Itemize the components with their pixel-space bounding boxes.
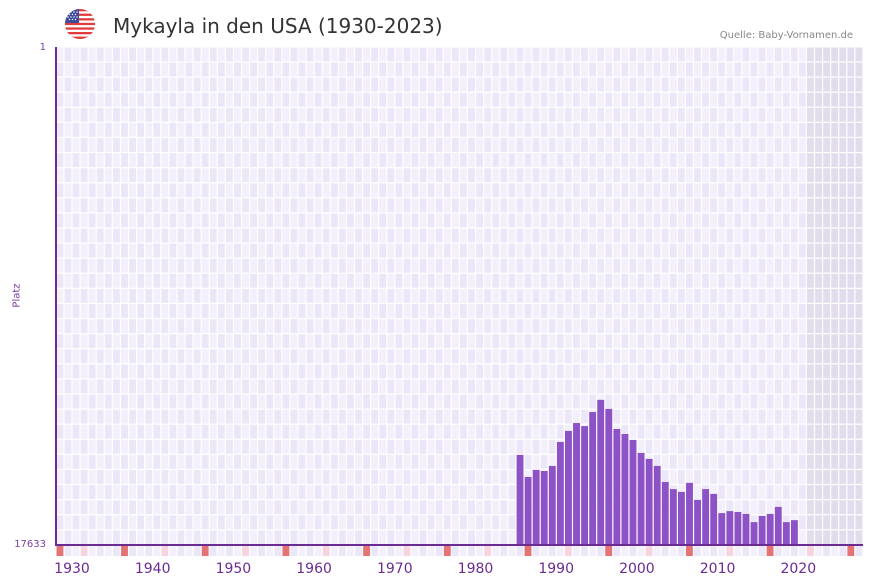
bar-2012[interactable]: [718, 513, 726, 545]
bar-2005[interactable]: [661, 482, 669, 545]
bar-1998[interactable]: [605, 408, 613, 545]
bar-1989[interactable]: [532, 469, 540, 545]
bar-2015[interactable]: [742, 513, 750, 545]
bar-1995[interactable]: [581, 426, 589, 545]
bar-1990[interactable]: [540, 471, 548, 545]
bar-2016[interactable]: [750, 522, 758, 545]
y-axis-label: Platz: [11, 283, 23, 308]
bar-1991[interactable]: [548, 465, 556, 545]
bar-2017[interactable]: [758, 515, 766, 545]
bar-1996[interactable]: [589, 411, 597, 545]
bar-2018[interactable]: [766, 513, 774, 545]
x-tick-1980: 1980: [457, 561, 494, 577]
y-tick-top: 1: [39, 42, 46, 53]
decade-markers: [56, 546, 863, 556]
bar-2002[interactable]: [637, 452, 645, 545]
bar-2021[interactable]: [790, 520, 798, 545]
x-axis-line: [55, 544, 863, 546]
bar-1992[interactable]: [556, 441, 564, 545]
y-axis-line: [55, 47, 57, 546]
source-credit: Quelle: Baby-Vornamen.de: [719, 30, 853, 41]
bar-1997[interactable]: [597, 399, 605, 545]
chart-title: Mykayla in den USA (1930-2023): [113, 14, 443, 38]
x-tick-1960: 1960: [296, 561, 332, 577]
bar-2019[interactable]: [774, 506, 782, 545]
x-tick-1970: 1970: [376, 561, 413, 577]
y-tick-bottom: 17633: [14, 539, 46, 550]
bar-1993[interactable]: [565, 430, 572, 545]
bar-2009[interactable]: [694, 499, 701, 545]
x-tick-2020: 2020: [780, 561, 817, 577]
bar-2014[interactable]: [734, 511, 742, 545]
bar-2003[interactable]: [645, 458, 653, 545]
bar-2020[interactable]: [782, 522, 790, 545]
x-tick-2010: 2010: [699, 561, 736, 577]
bar-2007[interactable]: [677, 491, 685, 545]
bar-1999[interactable]: [613, 428, 621, 545]
bar-2006[interactable]: [669, 489, 677, 545]
bar-2010[interactable]: [702, 489, 710, 545]
x-tick-1930: 1930: [54, 561, 90, 577]
us-flag-icon: [65, 9, 95, 39]
bar-2000[interactable]: [621, 434, 629, 545]
bar-2004[interactable]: [653, 465, 661, 545]
plot-area: [56, 47, 863, 545]
x-tick-1940: 1940: [134, 561, 171, 577]
bar-1994[interactable]: [573, 422, 580, 545]
bar-2008[interactable]: [686, 482, 693, 545]
bar-2011[interactable]: [710, 493, 718, 545]
chart-grid: [56, 47, 863, 545]
x-tick-2000: 2000: [619, 561, 655, 577]
x-tick-1990: 1990: [538, 561, 575, 577]
bar-2013[interactable]: [726, 511, 734, 545]
bar-1987[interactable]: [516, 454, 524, 545]
bar-1988[interactable]: [524, 476, 532, 545]
bar-2001[interactable]: [629, 439, 637, 545]
x-tick-1950: 1950: [215, 561, 252, 577]
